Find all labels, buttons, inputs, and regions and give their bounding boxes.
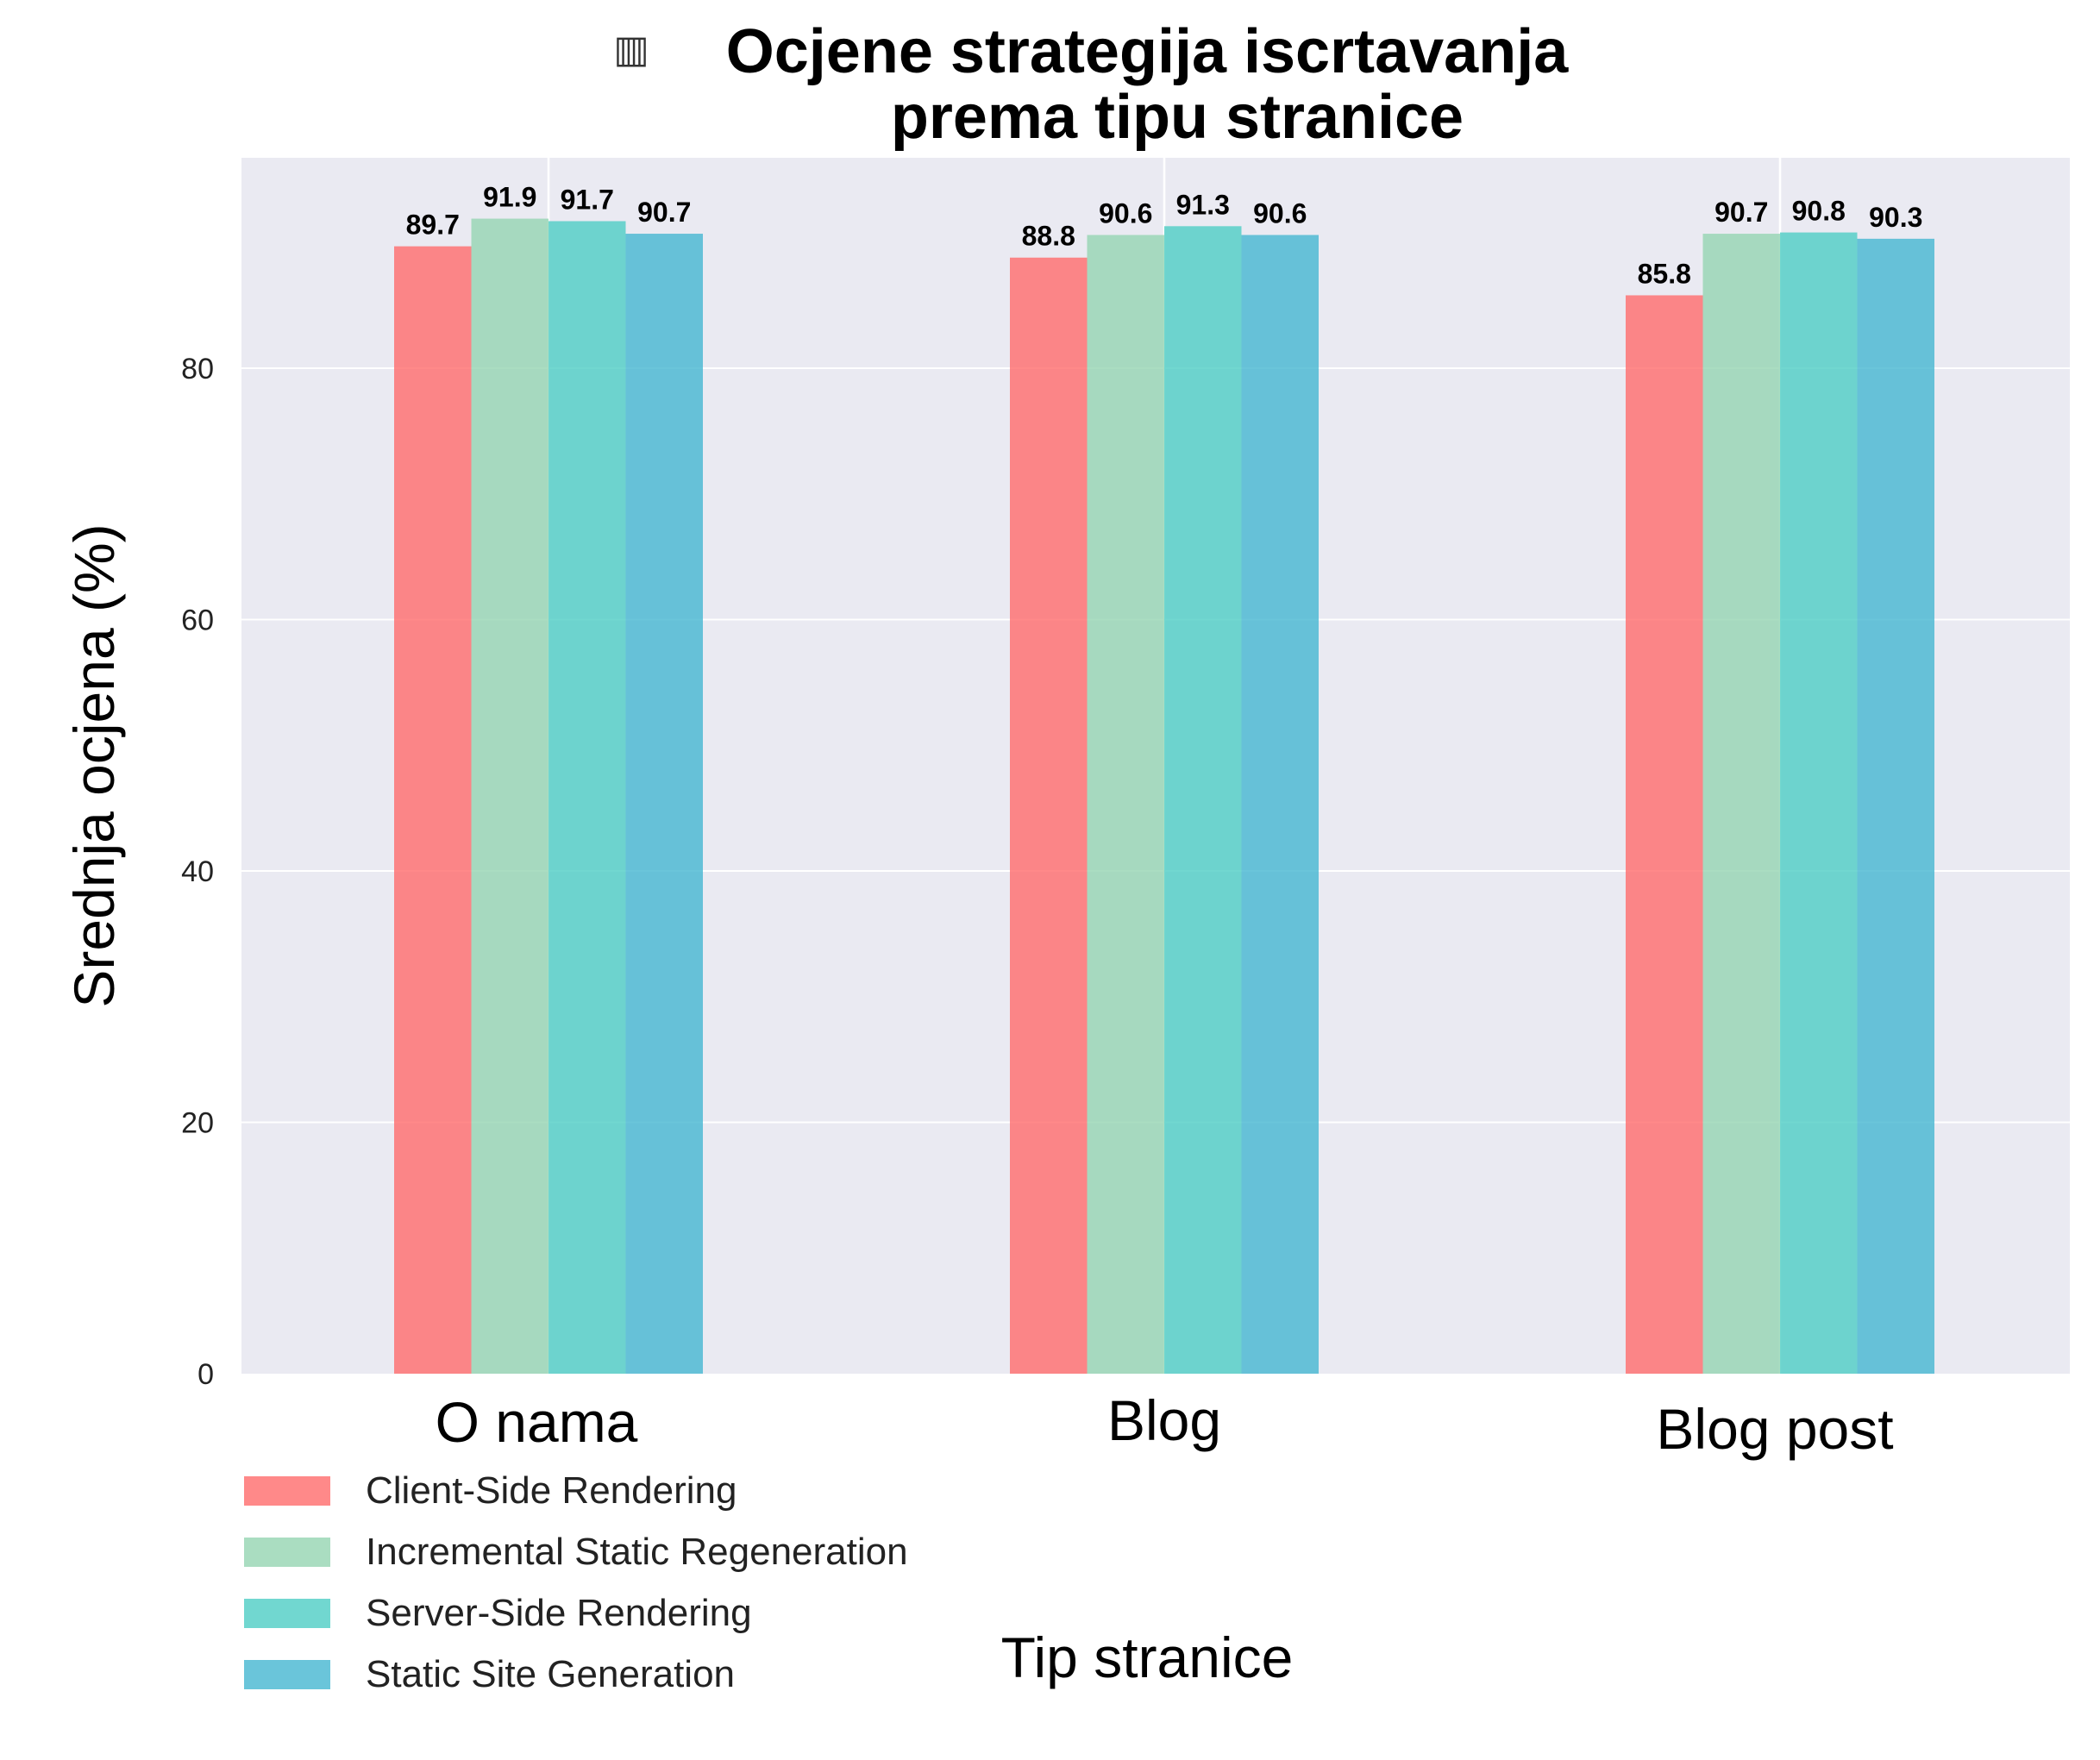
bar: [1857, 238, 1934, 1375]
legend-swatch: [244, 1660, 330, 1689]
y-tick-label: 60: [181, 604, 214, 637]
bar: [1702, 234, 1780, 1374]
bar: [394, 246, 472, 1374]
y-tick-labels: 0 20 40 60 80: [181, 353, 214, 1391]
legend-label: Server-Side Rendering: [366, 1592, 752, 1634]
x-axis-label: Tip stranice: [1001, 1625, 1294, 1689]
legend-swatch: [244, 1599, 330, 1628]
bar-value-label: 91.3: [1176, 189, 1230, 220]
bar: [549, 221, 626, 1374]
bar-value-label: 90.6: [1253, 198, 1307, 229]
bar: [1164, 226, 1242, 1374]
legend-swatch: [244, 1538, 330, 1567]
y-tick-label: 20: [181, 1107, 214, 1140]
x-category-label: Blog: [1107, 1388, 1221, 1452]
chart-title-line2: prema tipu stranice: [891, 83, 1464, 152]
bar: [1780, 232, 1858, 1375]
legend-item: Incremental Static Regeneration: [244, 1531, 908, 1573]
bar-value-label: 89.7: [406, 210, 460, 241]
bar-value-label: 90.7: [637, 197, 691, 228]
chart-title-line1: Ocjene strategija iscrtavanja: [726, 17, 1569, 86]
x-category-labels: O nama Blog Blog post: [436, 1388, 1894, 1461]
bar-value-label: 91.7: [561, 184, 614, 215]
bar-value-label: 90.6: [1099, 198, 1152, 229]
legend: Client-Side Rendering Incremental Static …: [244, 1469, 908, 1695]
x-category-label: O nama: [436, 1390, 638, 1454]
bar: [1010, 257, 1088, 1374]
bar-value-labels: 89.7 88.8 85.8 91.9 90.6 90.7 91.7 91.3 90.8 90.7…: [406, 182, 1923, 290]
bar: [1241, 235, 1319, 1374]
bars: [394, 218, 1934, 1375]
legend-swatch: [244, 1476, 330, 1506]
bar-value-label: 85.8: [1638, 258, 1691, 289]
y-tick-label: 80: [181, 353, 214, 385]
y-tick-label: 0: [197, 1358, 214, 1391]
x-category-label: Blog post: [1656, 1397, 1893, 1461]
chart-icon: ▥: [613, 28, 649, 72]
legend-label: Static Site Generation: [366, 1653, 735, 1695]
bar-value-label: 91.9: [483, 182, 536, 213]
bar-value-label: 90.3: [1869, 202, 1922, 233]
bar: [1626, 295, 1703, 1375]
legend-item: Client-Side Rendering: [244, 1469, 737, 1512]
legend-label: Incremental Static Regeneration: [366, 1531, 908, 1573]
bar: [471, 218, 549, 1374]
bar-value-label: 90.7: [1714, 197, 1768, 228]
legend-label: Client-Side Rendering: [366, 1469, 737, 1512]
y-tick-label: 40: [181, 855, 214, 888]
legend-item: Server-Side Rendering: [244, 1592, 752, 1634]
legend-item: Static Site Generation: [244, 1653, 735, 1695]
bar-value-label: 90.8: [1792, 196, 1846, 227]
y-axis-label: Srednja ocjena (%): [62, 523, 126, 1007]
bar: [625, 234, 703, 1374]
bar-value-label: 88.8: [1022, 221, 1075, 252]
bar: [1087, 235, 1164, 1374]
